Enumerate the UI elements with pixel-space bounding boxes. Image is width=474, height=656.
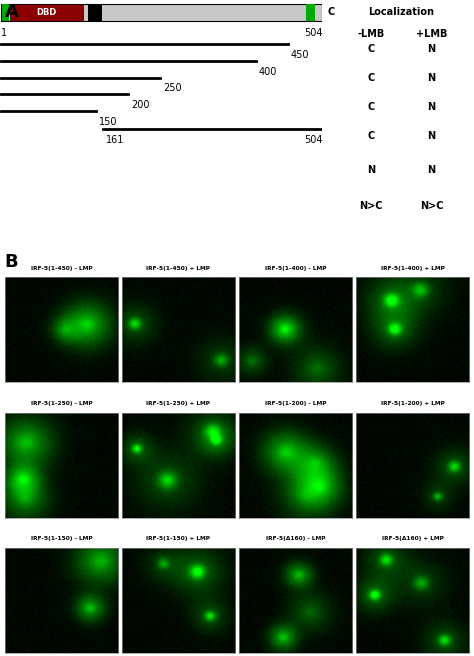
Text: IRF-5(1-250) + LMP: IRF-5(1-250) + LMP bbox=[146, 401, 210, 406]
Text: IRF-5(1-450) + LMP: IRF-5(1-450) + LMP bbox=[146, 266, 210, 271]
Text: N: N bbox=[428, 102, 436, 112]
Text: 1: 1 bbox=[0, 28, 7, 38]
Text: N: N bbox=[367, 165, 375, 175]
Bar bbox=[0, 4, 322, 21]
Text: IRF-5(1-450) - LMP: IRF-5(1-450) - LMP bbox=[30, 266, 92, 271]
Text: C: C bbox=[367, 43, 374, 54]
Text: 161: 161 bbox=[106, 134, 125, 144]
Bar bbox=[9, 4, 83, 21]
Bar bbox=[2, 4, 9, 21]
Text: IRF-5(1-400) + LMP: IRF-5(1-400) + LMP bbox=[381, 266, 445, 271]
Text: IRF-5(1-150) - LMP: IRF-5(1-150) - LMP bbox=[30, 536, 92, 541]
Text: IRF-5(Δ160) + LMP: IRF-5(Δ160) + LMP bbox=[382, 536, 444, 541]
Text: N: N bbox=[428, 131, 436, 141]
Text: C: C bbox=[367, 102, 374, 112]
Text: IRF-5(1-400) - LMP: IRF-5(1-400) - LMP bbox=[265, 266, 326, 271]
Text: C: C bbox=[367, 73, 374, 83]
Bar bbox=[88, 4, 102, 21]
Text: IRF-5(1-250) - LMP: IRF-5(1-250) - LMP bbox=[30, 401, 92, 406]
Text: -LMB: -LMB bbox=[357, 29, 384, 39]
Bar bbox=[306, 4, 315, 21]
Text: C: C bbox=[367, 131, 374, 141]
Text: N>C: N>C bbox=[420, 201, 443, 211]
Text: 150: 150 bbox=[99, 117, 118, 127]
Text: C: C bbox=[328, 7, 335, 18]
Text: IRF-5(Δ160) - LMP: IRF-5(Δ160) - LMP bbox=[266, 536, 325, 541]
Text: 400: 400 bbox=[259, 66, 277, 77]
Text: 250: 250 bbox=[163, 83, 182, 93]
Text: IRF-5(1-200) - LMP: IRF-5(1-200) - LMP bbox=[265, 401, 326, 406]
Text: N: N bbox=[428, 73, 436, 83]
Text: 450: 450 bbox=[291, 50, 310, 60]
Text: Localization: Localization bbox=[368, 7, 434, 17]
Text: A: A bbox=[5, 3, 18, 21]
Text: 200: 200 bbox=[131, 100, 150, 110]
Text: 504: 504 bbox=[304, 134, 322, 144]
Text: 504: 504 bbox=[304, 28, 322, 38]
Text: +LMB: +LMB bbox=[416, 29, 447, 39]
Text: N: N bbox=[428, 43, 436, 54]
Text: B: B bbox=[5, 253, 18, 270]
Text: DBD: DBD bbox=[36, 8, 56, 17]
Text: N: N bbox=[428, 165, 436, 175]
Text: N>C: N>C bbox=[359, 201, 383, 211]
Text: IRF-5(1-150) + LMP: IRF-5(1-150) + LMP bbox=[146, 536, 210, 541]
Text: IRF-5(1-200) + LMP: IRF-5(1-200) + LMP bbox=[381, 401, 445, 406]
